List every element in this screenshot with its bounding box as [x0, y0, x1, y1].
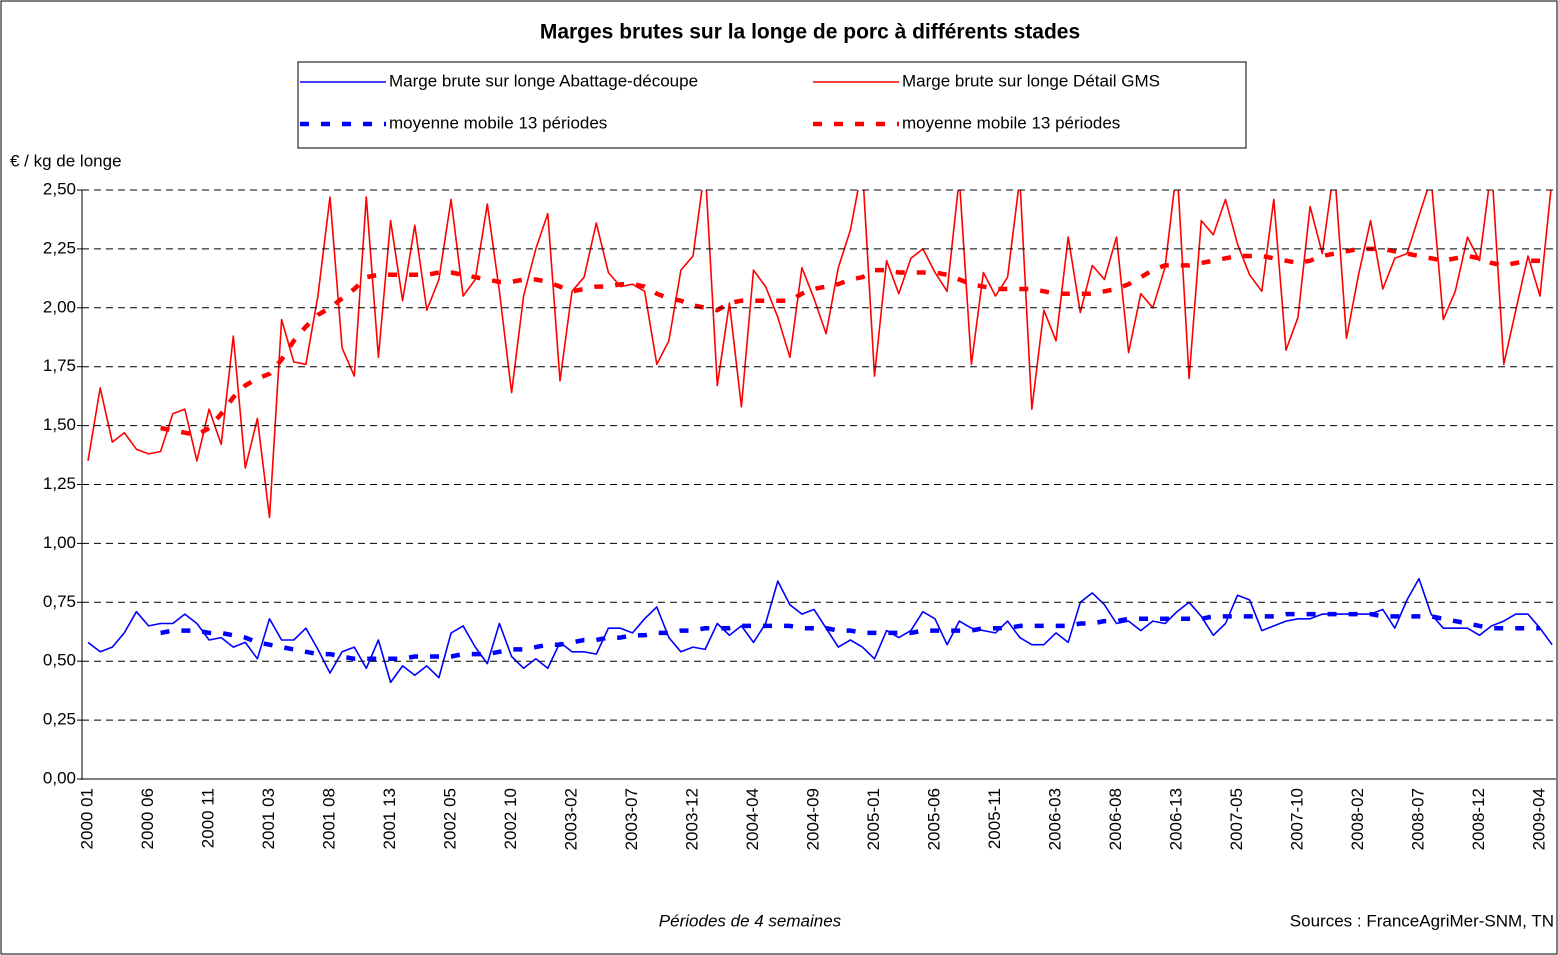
x-tick-label: 2009-04 — [1530, 788, 1549, 850]
x-tick-label: 2003-07 — [622, 788, 641, 850]
x-tick-label: 2002 10 — [501, 788, 520, 849]
x-tick-label: 2007-10 — [1288, 788, 1307, 850]
x-tick-label: 2003-02 — [562, 788, 581, 850]
x-tick-label: 2000 01 — [78, 788, 97, 849]
x-tick-label: 2008-12 — [1469, 788, 1488, 850]
source: Sources : FranceAgriMer-SNM, TN — [1290, 911, 1554, 930]
x-tick-label: 2000 06 — [138, 788, 157, 849]
y-tick-label: 2,50 — [43, 179, 76, 198]
x-tick-label: 2004-04 — [743, 788, 762, 850]
y-tick-label: 0,00 — [43, 768, 76, 787]
x-tick-label: 2006-03 — [1046, 788, 1065, 850]
x-tick-label: 2006-13 — [1167, 788, 1186, 850]
x-tick-label: 2005-01 — [864, 788, 883, 850]
plot-area — [87, 190, 1553, 684]
x-tick-label: 2007-05 — [1227, 788, 1246, 850]
y-tick-label: 0,75 — [43, 592, 76, 611]
x-tick-label: 2005-11 — [985, 788, 1004, 849]
x-tick-label: 2008-02 — [1348, 788, 1367, 850]
legend-label: moyenne mobile 13 périodes — [902, 113, 1120, 132]
x-tick-label: 2002 05 — [441, 788, 460, 849]
moving-average-line — [160, 246, 1540, 438]
x-axis-title: Périodes de 4 semaines — [659, 911, 842, 930]
chart-title: Marges brutes sur la longe de porc à dif… — [540, 21, 1080, 44]
x-tick-label: 2005-06 — [925, 788, 944, 850]
legend-label: moyenne mobile 13 périodes — [389, 113, 607, 132]
moving-average-line — [160, 611, 1540, 662]
y-tick-label: 1,50 — [43, 415, 76, 434]
series-line — [87, 577, 1553, 684]
x-tick-label: 2004-09 — [804, 788, 823, 850]
x-tick-label: 2001 03 — [259, 788, 278, 849]
x-tick-label: 2008-07 — [1409, 788, 1428, 850]
legend — [297, 61, 1247, 149]
y-axis-title: € / kg de longe — [10, 151, 122, 170]
series-line — [87, 190, 1552, 519]
x-tick-label: 2001 13 — [380, 788, 399, 849]
y-tick-label: 2,25 — [43, 238, 76, 257]
y-tick-label: 0,50 — [43, 651, 76, 670]
y-tick-label: 0,25 — [43, 710, 76, 729]
legend-label: Marge brute sur longe Détail GMS — [902, 71, 1160, 90]
y-tick-label: 1,75 — [43, 356, 76, 375]
y-tick-label: 1,00 — [43, 533, 76, 552]
x-tick-label: 2001 08 — [320, 788, 339, 849]
legend-label: Marge brute sur longe Abattage-découpe — [389, 71, 698, 90]
x-tick-label: 2000 11 — [199, 788, 218, 848]
x-tick-label: 2006-08 — [1106, 788, 1125, 850]
y-tick-label: 2,00 — [43, 297, 76, 316]
x-tick-label: 2003-12 — [683, 788, 702, 850]
y-tick-label: 1,25 — [43, 474, 76, 493]
